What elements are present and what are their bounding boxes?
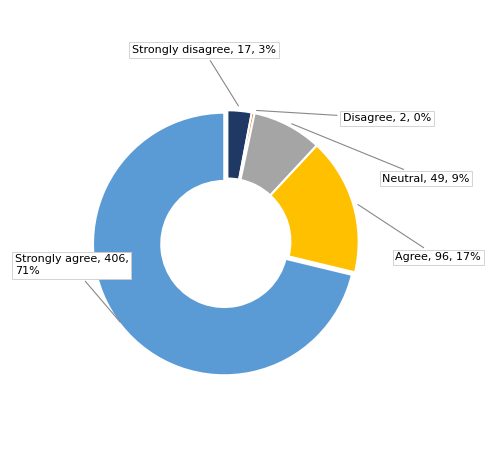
Text: Strongly disagree, 17, 3%: Strongly disagree, 17, 3%	[132, 45, 276, 106]
Wedge shape	[240, 113, 317, 196]
Wedge shape	[228, 110, 252, 180]
Wedge shape	[239, 113, 254, 180]
Text: Agree, 96, 17%: Agree, 96, 17%	[358, 204, 481, 262]
Text: Disagree, 2, 0%: Disagree, 2, 0%	[256, 110, 431, 124]
Text: Strongly agree, 406,
71%: Strongly agree, 406, 71%	[14, 254, 128, 322]
Text: Neutral, 49, 9%: Neutral, 49, 9%	[292, 124, 470, 184]
Wedge shape	[93, 113, 352, 375]
Wedge shape	[270, 145, 358, 273]
